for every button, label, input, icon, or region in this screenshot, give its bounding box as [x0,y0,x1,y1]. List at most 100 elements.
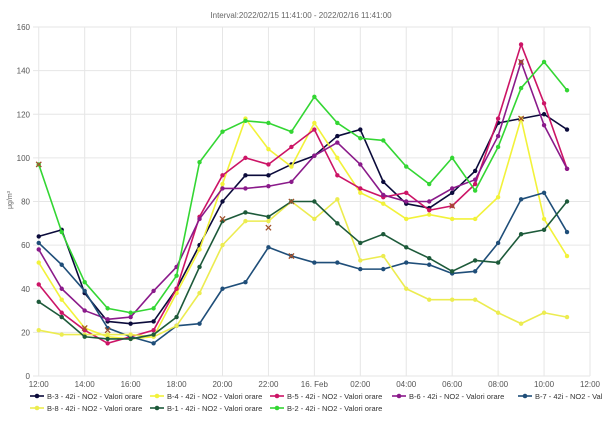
data-point [82,308,87,313]
data-point [220,199,225,204]
data-point [381,253,386,259]
data-point [105,317,110,322]
y-tick-label: 100 [17,154,31,163]
legend-item[interactable]: B-3 - 42i - NO2 - Valori orare [30,392,142,401]
invalid-marker [219,215,226,223]
y-tick-label: 160 [17,23,31,32]
data-point [59,310,64,315]
data-point [59,262,64,267]
y-tick-label: 140 [17,67,31,76]
data-point [381,232,386,237]
data-point [427,262,432,267]
legend-swatch-dot [34,393,40,399]
data-point [358,162,363,167]
data-point [220,181,225,187]
series-line [38,61,568,321]
data-point [564,88,570,93]
data-point [358,240,363,246]
data-point [243,118,248,123]
legend-swatch-dot [34,405,40,411]
data-point [427,256,432,261]
data-point [564,229,570,235]
invalid-marker [35,161,42,168]
data-point [404,190,409,195]
data-point [197,160,202,165]
series-7 [36,59,570,315]
data-point [541,112,547,117]
chart-title: Interval:2022/02/15 11:41:00 - 2022/02/1… [210,11,392,20]
data-point [404,216,409,222]
data-point [381,201,386,206]
legend-item[interactable]: B-8 - 42i - NO2 - Valori orare [30,404,142,413]
data-point [335,197,340,202]
legend-item[interactable]: B-4 - 42i - NO2 - Valori orare [150,392,262,401]
data-point [312,199,317,204]
invalid-marker [265,224,272,231]
series-2 [36,42,570,346]
data-point [128,321,133,326]
data-point [472,297,478,302]
data-point [243,155,248,161]
data-point [381,266,386,272]
data-point [449,186,455,191]
data-point [266,245,271,250]
legend-item[interactable]: B-6 - 42i - NO2 - Valori orare [392,392,504,401]
y-tick-label: 20 [21,328,30,337]
data-point [404,245,409,250]
data-point [518,321,524,326]
data-point [427,199,432,204]
data-point [541,59,547,65]
data-point [495,194,501,200]
data-point [564,127,570,132]
data-point [518,42,524,47]
data-point [518,197,524,202]
legend-swatch-dot [396,393,402,399]
series-line [38,43,568,345]
legend-item[interactable]: B-5 - 42i - NO2 - Valori orare [270,392,382,401]
x-tick-label: 08:00 [488,380,509,389]
data-point [427,208,432,213]
series-5 [36,197,570,339]
data-point [358,258,363,263]
data-point [541,227,547,233]
data-point [564,199,570,204]
series-line [37,61,568,314]
invalid-marker [104,327,111,334]
legend-swatch-dot [154,405,160,411]
x-axis-ticks: 12:00 14:00 16:00 18:00 20:00 22:00 16. Feb 02:… [29,380,601,389]
data-point [541,310,547,315]
y-tick-label: 40 [21,285,30,294]
data-point [381,179,386,185]
legend-swatch-dot [522,393,528,399]
data-point [128,310,133,315]
data-point [335,133,340,139]
data-point [404,286,409,291]
data-point [36,240,41,246]
x-tick-label: 14:00 [75,380,96,389]
legend-label: B-8 - 42i - NO2 - Valori orare [47,404,142,413]
data-point [495,260,501,265]
legend-item[interactable]: B-1 - 42i - NO2 - Valori orare [150,404,262,413]
legend-label: B-5 - 42i - NO2 - Valori orare [287,392,382,401]
y-tick-label: 0 [26,372,31,381]
legend-item[interactable]: B-7 - 42i - NO2 - Valori orare [518,392,602,401]
data-point [59,286,64,291]
data-point [541,101,547,106]
invalid-marker [81,324,88,332]
data-point [151,319,156,324]
invalid-markers [35,58,525,334]
data-point [335,155,340,161]
data-point [174,323,179,329]
legend-swatch-dot [154,393,160,399]
data-point [312,127,317,132]
data-point [36,299,41,305]
data-point [128,336,133,342]
data-point [358,266,363,272]
legend-item[interactable]: B-2 - 42i - NO2 - Valori orare [270,404,382,413]
data-point [541,216,547,222]
data-point [128,314,133,320]
data-point [404,164,409,169]
series-lines [36,42,570,346]
data-point [289,179,294,185]
